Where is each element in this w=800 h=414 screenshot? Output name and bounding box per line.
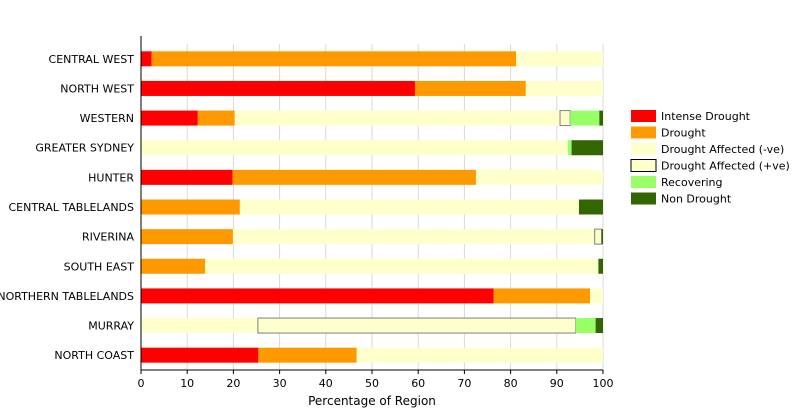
- legend-label: Recovering: [661, 176, 723, 189]
- bar-segment: [525, 80, 603, 96]
- bar-segment: [258, 347, 357, 363]
- bar-segment: [599, 110, 603, 126]
- x-tick-label: 100: [593, 377, 614, 390]
- bar-segment: [590, 288, 603, 304]
- category-label: NORTH COAST: [54, 349, 134, 362]
- x-tick-label: 90: [550, 377, 564, 390]
- bar-segment: [234, 110, 561, 126]
- legend-label: Intense Drought: [661, 110, 751, 123]
- category-label: MURRAY: [88, 320, 134, 333]
- category-label: WESTERN: [80, 112, 134, 125]
- bar-segment: [232, 229, 595, 245]
- bar-segment: [594, 228, 603, 245]
- category-labels: CENTRAL WEST NORTH WEST WESTERN GREATER SYD…: [0, 53, 134, 362]
- bar-segment: [151, 51, 517, 67]
- bar-segment: [567, 140, 572, 156]
- bar-segment: [356, 347, 603, 363]
- legend-label: Non Drought: [661, 193, 732, 206]
- bar-segment: [516, 51, 603, 67]
- bar-segment: [232, 169, 476, 185]
- bar-segment: [141, 288, 494, 304]
- category-label: NORTHERN TABLELANDS: [0, 290, 134, 303]
- bar-segment: [601, 229, 603, 245]
- bar-segment: [239, 199, 579, 215]
- x-tick-label: 50: [365, 377, 379, 390]
- legend-swatch: [631, 192, 656, 205]
- legend-swatch: [631, 176, 656, 188]
- bar-segment: [475, 169, 603, 185]
- category-label: GREATER SYDNEY: [35, 142, 134, 155]
- legend-swatch: [630, 159, 657, 172]
- category-label: RIVERINA: [82, 231, 134, 244]
- bar-segment: [570, 110, 600, 126]
- bar-segment: [205, 258, 599, 274]
- x-axis-title: Percentage of Region: [308, 394, 436, 408]
- x-tick-label: 10: [180, 377, 194, 390]
- category-label: CENTRAL WEST: [49, 53, 135, 66]
- bar-segment: [197, 110, 235, 126]
- legend-label: Drought: [661, 127, 706, 140]
- category-label: HUNTER: [88, 171, 134, 184]
- legend-swatch: [631, 143, 656, 155]
- legend-label: Drought Affected (+ve): [661, 160, 790, 173]
- bar-segment: [578, 199, 603, 215]
- bar-segment: [595, 318, 603, 334]
- bars: [141, 51, 603, 363]
- bar-segment: [141, 80, 415, 96]
- bar-segment: [575, 318, 596, 334]
- legend: Intense Drought Drought Drought Affected (…: [630, 110, 790, 206]
- x-tick-label: 0: [138, 377, 145, 390]
- legend-swatch: [631, 110, 656, 122]
- category-label: NORTH WEST: [60, 82, 134, 95]
- bar-segment: [141, 258, 206, 274]
- bar-segment: [414, 80, 526, 96]
- bar-segment: [141, 140, 568, 156]
- bar-segment: [141, 199, 240, 215]
- bar-segment: [559, 110, 571, 127]
- bar-segment: [598, 258, 603, 274]
- x-tick-label: 70: [457, 377, 471, 390]
- x-axis: 0 10 20 30 40 50 60 70 80 90 100: [138, 36, 614, 390]
- bar-segment: [257, 317, 577, 334]
- category-label: SOUTH EAST: [64, 260, 135, 273]
- bar-segment: [141, 51, 152, 67]
- bar-segment: [141, 229, 233, 245]
- bar-segment: [141, 318, 258, 334]
- x-tick-label: 30: [273, 377, 287, 390]
- x-tick-label: 60: [411, 377, 425, 390]
- category-label: CENTRAL TABLELANDS: [8, 201, 134, 214]
- bar-segment: [141, 169, 233, 185]
- x-tick-label: 20: [226, 377, 240, 390]
- legend-label: Drought Affected (-ve): [661, 143, 784, 156]
- x-tick-label: 40: [319, 377, 333, 390]
- bar-segment: [141, 110, 198, 126]
- bar-segment: [493, 288, 591, 304]
- bar-segment: [571, 140, 603, 156]
- bar-segment: [141, 347, 259, 363]
- x-tick-label: 80: [504, 377, 518, 390]
- legend-swatch: [631, 126, 656, 139]
